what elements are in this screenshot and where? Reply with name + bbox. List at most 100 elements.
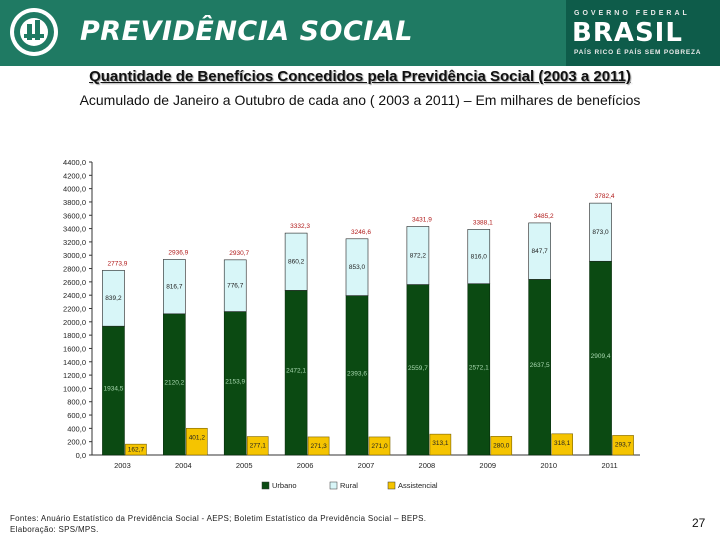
legend-label: Assistencial xyxy=(398,481,438,490)
previdencia-logo-icon xyxy=(10,8,58,56)
data-label-assistencial: 401,2 xyxy=(189,434,206,441)
y-tick-label: 3400,0 xyxy=(63,225,86,234)
data-label-total: 3431,9 xyxy=(412,216,432,223)
bar-rural xyxy=(345,238,369,296)
legend-label: Rural xyxy=(340,481,358,490)
data-label-assistencial: 313,1 xyxy=(432,440,449,447)
data-label-urbano: 2153,9 xyxy=(225,378,245,385)
x-tick-label: 2003 xyxy=(114,461,131,470)
y-tick-label: 2000,0 xyxy=(63,318,86,327)
footer-sources: Fontes: Anuário Estatístico da Previdênc… xyxy=(10,513,426,535)
page-number: 27 xyxy=(692,516,706,530)
legend-label: Urbano xyxy=(272,481,297,490)
y-tick-label: 2800,0 xyxy=(63,265,86,274)
x-tick-label: 2007 xyxy=(358,461,375,470)
bar-rural xyxy=(589,202,612,262)
y-tick-label: 400,0 xyxy=(67,424,86,433)
bar-rural xyxy=(467,229,491,285)
data-label-total: 3246,6 xyxy=(351,229,371,236)
bar-assistencial xyxy=(612,435,634,456)
footer-line-sources: Fontes: Anuário Estatístico da Previdênc… xyxy=(10,514,427,523)
y-tick-label: 0,0 xyxy=(76,451,86,460)
x-tick-label: 2010 xyxy=(540,461,557,470)
bar-assistencial xyxy=(307,436,330,456)
bar-rural xyxy=(223,259,247,312)
data-label-rural: 873,0 xyxy=(592,229,609,236)
x-tick-label: 2006 xyxy=(297,461,314,470)
data-label-total: 3332,3 xyxy=(290,223,310,230)
data-label-assistencial: 280,0 xyxy=(493,442,510,449)
chart-title: Quantidade de Benefícios Concedidos pela… xyxy=(89,68,631,85)
data-label-rural: 860,2 xyxy=(288,259,305,266)
x-tick-label: 2009 xyxy=(479,461,496,470)
legend-swatch xyxy=(387,481,396,490)
data-label-urbano: 1934,5 xyxy=(103,386,123,393)
data-label-total: 3485,2 xyxy=(534,213,554,220)
data-label-total: 2930,7 xyxy=(229,250,249,257)
gov-brasil-text: BRASIL xyxy=(572,18,683,48)
data-label-assistencial: 271,3 xyxy=(310,443,327,450)
y-tick-label: 3000,0 xyxy=(63,251,86,260)
data-label-rural: 872,2 xyxy=(410,253,427,260)
x-tick-label: 2008 xyxy=(419,461,436,470)
y-tick-label: 2200,0 xyxy=(63,305,86,314)
bar-assistencial xyxy=(125,443,147,456)
data-label-assistencial: 271,0 xyxy=(371,443,388,450)
data-label-rural: 816,0 xyxy=(471,254,488,261)
y-tick-label: 4200,0 xyxy=(63,171,86,180)
bar-assistencial xyxy=(551,433,573,456)
data-label-urbano: 2909,4 xyxy=(591,353,611,360)
gov-top-text: GOVERNO FEDERAL xyxy=(574,10,690,17)
governo-federal-logo: GOVERNO FEDERAL BRASIL PAÍS RICO É PAÍS … xyxy=(566,0,720,66)
data-label-urbano: 2120,2 xyxy=(164,379,184,386)
bar-rural xyxy=(528,222,551,280)
y-tick-label: 200,0 xyxy=(67,438,86,447)
x-tick-label: 2004 xyxy=(175,461,192,470)
data-label-total: 3782,4 xyxy=(595,193,615,200)
gov-slogan-text: PAÍS RICO É PAÍS SEM POBREZA xyxy=(574,49,702,56)
header-banner: PREVIDÊNCIA SOCIAL GOVERNO FEDERAL BRASI… xyxy=(0,0,720,66)
bar-rural xyxy=(102,269,125,327)
x-tick-label: 2005 xyxy=(236,461,253,470)
data-label-assistencial: 318,1 xyxy=(554,440,571,447)
y-tick-label: 1800,0 xyxy=(63,331,86,340)
y-tick-label: 2400,0 xyxy=(63,291,86,300)
y-tick-label: 1600,0 xyxy=(63,344,86,353)
bar-assistencial xyxy=(490,436,513,456)
data-label-assistencial: 162,7 xyxy=(128,447,145,454)
data-label-rural: 853,0 xyxy=(349,264,366,271)
data-label-urbano: 2572,1 xyxy=(469,364,489,371)
data-label-urbano: 2472,1 xyxy=(286,368,306,375)
y-tick-label: 3600,0 xyxy=(63,211,86,220)
data-label-rural: 847,7 xyxy=(532,248,549,255)
y-tick-label: 1000,0 xyxy=(63,384,86,393)
y-tick-label: 4400,0 xyxy=(63,158,86,167)
data-label-assistencial: 293,7 xyxy=(615,441,632,448)
brand-title: PREVIDÊNCIA SOCIAL xyxy=(80,16,413,47)
legend-swatch xyxy=(261,481,270,490)
data-label-total: 3388,1 xyxy=(473,219,493,226)
y-tick-label: 3200,0 xyxy=(63,238,86,247)
data-label-rural: 776,7 xyxy=(227,283,244,290)
y-tick-label: 4000,0 xyxy=(63,185,86,194)
chart-subtitle: Acumulado de Janeiro a Outubro de cada a… xyxy=(79,92,641,108)
data-label-total: 2936,9 xyxy=(168,249,188,256)
bar-rural xyxy=(406,226,430,285)
bar-rural xyxy=(284,232,308,291)
data-label-rural: 839,2 xyxy=(105,295,122,302)
bar-rural xyxy=(163,259,186,315)
footer-line-elaboration: Elaboração: SPS/MPS. xyxy=(10,525,99,534)
data-label-urbano: 2637,5 xyxy=(530,362,550,369)
y-tick-label: 1200,0 xyxy=(63,371,86,380)
x-tick-label: 2011 xyxy=(601,461,617,470)
data-label-rural: 816,7 xyxy=(166,284,183,291)
y-tick-label: 2600,0 xyxy=(63,278,86,287)
data-label-urbano: 2393,6 xyxy=(347,370,367,377)
bar-assistencial xyxy=(368,436,391,456)
y-tick-label: 1400,0 xyxy=(63,358,86,367)
y-tick-label: 600,0 xyxy=(67,411,86,420)
legend-swatch xyxy=(329,481,338,490)
y-tick-label: 3800,0 xyxy=(63,198,86,207)
bar-assistencial xyxy=(429,433,452,456)
